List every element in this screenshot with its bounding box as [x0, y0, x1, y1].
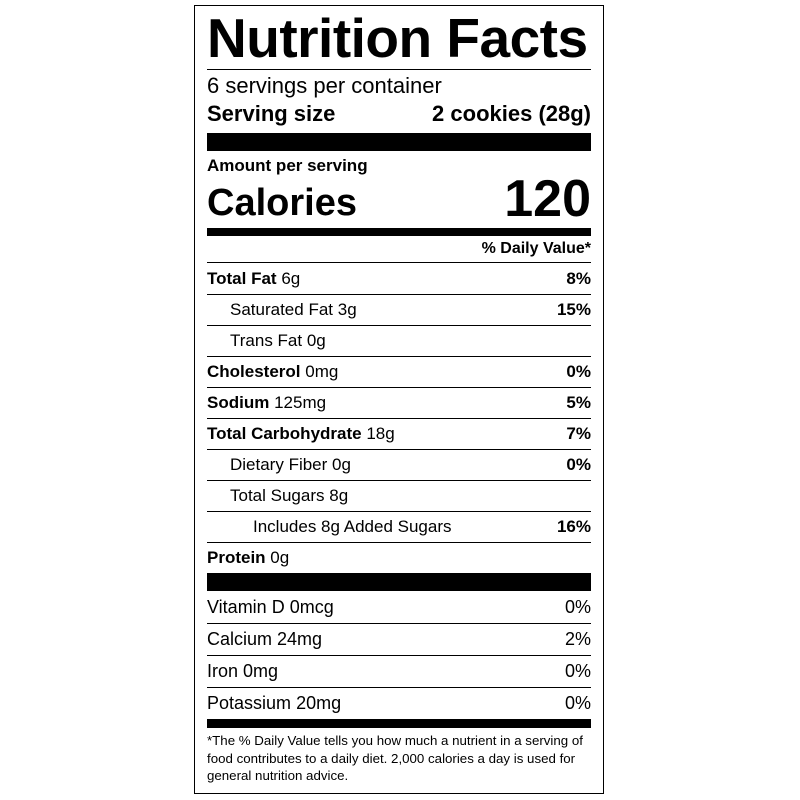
vitamin-row: Calcium 24mg 2%: [207, 623, 591, 655]
nutrient-name: Protein 0g: [207, 548, 289, 568]
nutrient-amount: 3g: [337, 300, 357, 319]
serving-size-label: Serving size: [207, 101, 336, 126]
nutrient-name: Includes 8g Added Sugars: [207, 517, 451, 537]
thick-divider: [207, 133, 591, 151]
nutrient-amount: 6g: [281, 268, 301, 288]
calories-value: 120: [504, 170, 591, 228]
nutrient-row: Dietary Fiber 0g 0%: [207, 449, 591, 480]
daily-value-percent: 7%: [566, 424, 591, 443]
nutrient-row: Protein 0g: [207, 542, 591, 573]
daily-value-percent: 15%: [556, 300, 591, 319]
vitamin-amount: 24mg: [277, 629, 323, 649]
nutrient-row: Cholesterol 0mg 0%: [207, 356, 591, 387]
serving-size: Serving size 2 cookies (28g): [207, 100, 591, 128]
daily-value-percent: 0%: [564, 661, 591, 681]
daily-value-percent: 0%: [566, 455, 591, 474]
vitamin-row: Potassium 20mg 0%: [207, 687, 591, 719]
thick-divider: [207, 573, 591, 591]
daily-value-percent: 16%: [556, 517, 591, 536]
nutrient-label: Protein: [207, 548, 266, 567]
footnote: *The % Daily Value tells you how much a …: [207, 733, 583, 783]
nutrient-row: Includes 8g Added Sugars 16%: [207, 511, 591, 542]
divider: [207, 69, 591, 70]
nutrient-row: Saturated Fat 3g 15%: [207, 294, 591, 325]
nutrition-facts-label: Nutrition Facts 6 servings per container…: [194, 5, 604, 794]
nutrient-row: Total Carbohydrate 18g 7%: [207, 418, 591, 449]
servings-per-container: 6 servings per container: [207, 73, 442, 98]
nutrient-label: Saturated Fat: [230, 300, 334, 319]
vitamin-name: Calcium 24mg: [207, 629, 322, 650]
serving-size-value: 2 cookies (28g): [432, 101, 591, 126]
nutrient-label: Trans Fat: [230, 331, 303, 350]
vitamin-label: Iron: [207, 661, 239, 681]
daily-value-percent: 0%: [564, 596, 591, 617]
nutrient-label: Includes 8g Added Sugars: [253, 517, 452, 536]
nutrient-row: Trans Fat 0g: [207, 325, 591, 356]
vitamin-row: Iron 0mg 0%: [207, 655, 591, 687]
vitamin-name: Vitamin D 0mcg: [207, 597, 334, 618]
nutrient-name: Total Sugars 8g: [207, 486, 348, 506]
nutrient-label: Total Carbohydrate: [207, 424, 362, 443]
nutrient-row: Total Fat 6g 8%: [207, 263, 591, 294]
nutrient-amount: 18g: [366, 424, 395, 443]
amount-per-serving: Amount per serving: [207, 156, 368, 175]
nutrient-name: Sodium 125mg: [207, 393, 326, 413]
daily-value-percent: 2%: [564, 629, 591, 649]
daily-value-header: % Daily Value*: [481, 240, 591, 257]
nutrient-list: Total Fat 6g 8% Saturated Fat 3g 15% Trans F…: [207, 263, 591, 573]
nutrient-name: Total Carbohydrate 18g: [207, 424, 395, 444]
vitamin-amount: 0mg: [243, 661, 279, 681]
nutrient-label: Dietary Fiber: [230, 455, 328, 474]
nutrient-label: Total Sugars: [230, 486, 325, 505]
vitamin-name: Potassium 20mg: [207, 693, 341, 714]
nutrient-amount: 0g: [270, 548, 290, 567]
nutrient-name: Total Fat 6g: [207, 269, 300, 289]
vitamin-name: Iron 0mg: [207, 661, 278, 682]
nutrient-name: Dietary Fiber 0g: [207, 455, 351, 475]
daily-value-percent: 0%: [566, 362, 591, 381]
nutrient-amount: 0g: [306, 331, 326, 350]
nutrient-row: Total Sugars 8g: [207, 480, 591, 511]
nutrient-name: Trans Fat 0g: [207, 331, 326, 351]
calories-label: Calories: [207, 182, 357, 224]
vitamin-label: Vitamin D: [207, 596, 285, 617]
divider: [207, 262, 591, 263]
vitamin-amount: 20mg: [296, 693, 342, 713]
daily-value-percent: 5%: [566, 393, 591, 412]
nutrient-amount: 0g: [332, 455, 351, 474]
medium-divider: [207, 719, 591, 728]
nutrient-amount: 125mg: [274, 393, 327, 412]
daily-value-percent: 8%: [566, 268, 591, 288]
vitamin-amount: 0mcg: [289, 596, 334, 617]
calories-row: Calories 120: [207, 173, 591, 225]
nutrient-row: Sodium 125mg 5%: [207, 387, 591, 418]
nutrient-label: Total Fat: [207, 268, 277, 288]
vitamin-list: Vitamin D 0mcg 0% Calcium 24mg 2% Iron 0mg 0%…: [207, 591, 591, 719]
nutrient-amount: 0mg: [305, 362, 339, 381]
nutrient-amount: 8g: [329, 486, 349, 505]
medium-divider: [207, 228, 591, 236]
nutrient-name: Saturated Fat 3g: [207, 300, 357, 320]
daily-value-percent: 0%: [564, 693, 591, 713]
vitamin-row: Vitamin D 0mcg 0%: [207, 591, 591, 623]
label-title: Nutrition Facts: [207, 7, 588, 69]
nutrient-name: Cholesterol 0mg: [207, 362, 338, 382]
vitamin-label: Calcium: [207, 629, 273, 649]
vitamin-label: Potassium: [207, 693, 292, 713]
nutrient-label: Sodium: [207, 393, 270, 412]
nutrient-label: Cholesterol: [207, 362, 301, 381]
